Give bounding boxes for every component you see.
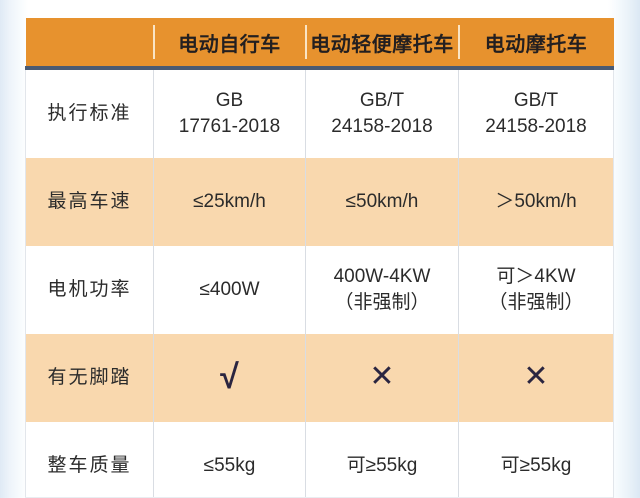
cell-max-speed-moped: ≤50km/h [305,158,459,246]
cell-main-text: GB/T [359,90,405,112]
cell-max-speed-motorcycle: ＞50km/h [458,158,614,246]
cell-motor-power-motorcycle: 可＞4KW （非强制） [458,246,614,334]
cell-main-text: GB [215,90,244,112]
table-row: 最高车速 ≤25km/h ≤50km/h ＞50km/h [25,158,614,246]
table-row: 电机功率 ≤400W 400W-4KW （非强制） 可＞4KW （非强制） [25,246,614,334]
row-label-vehicle-weight: 整车质量 [25,422,154,498]
table-header-row: 电动自行车 电动轻便摩托车 电动摩托车 [25,18,614,70]
cell-main-text: 可≥55kg [500,455,572,477]
cell-sub-text: （非强制） [334,292,430,313]
row-label-motor-power: 电机功率 [25,246,154,334]
cross-mark-icon: ✕ [369,360,395,394]
cell-has-pedals-motorcycle: ✕ [458,334,614,422]
cell-motor-power-bicycle: ≤400W [153,246,306,334]
column-header-electric-moped: 电动轻便摩托车 [304,18,459,70]
cell-execution-standard-moped: GB/T 24158-2018 [305,68,459,158]
cell-sub-text: 24158-2018 [485,116,587,137]
cell-main-text: ≤25km/h [193,191,266,213]
cell-vehicle-weight-bicycle: ≤55kg [153,422,306,498]
cell-execution-standard-motorcycle: GB/T 24158-2018 [458,68,614,158]
row-label-execution-standard: 执行标准 [25,68,154,158]
column-header-electric-bicycle: 电动自行车 [152,18,306,70]
table-body: 执行标准 GB 17761-2018 GB/T 24158-2018 GB/T … [25,68,614,498]
table-row: 有无脚踏 √ ✕ ✕ [25,334,614,422]
vehicle-comparison-table: 电动自行车 电动轻便摩托车 电动摩托车 执行标准 GB 17761-2018 G… [25,18,614,498]
table-row: 执行标准 GB 17761-2018 GB/T 24158-2018 GB/T … [25,68,614,158]
cell-sub-text: 24158-2018 [331,116,433,137]
cell-motor-power-moped: 400W-4KW （非强制） [305,246,459,334]
cell-main-text: ≤50km/h [345,191,419,213]
cell-main-text: 可≥55kg [346,455,418,477]
table-header: 电动自行车 电动轻便摩托车 电动摩托车 [25,18,614,70]
cell-main-text: ＞50km/h [495,191,577,213]
cell-execution-standard-bicycle: GB 17761-2018 [153,68,306,158]
row-label-has-pedals: 有无脚踏 [25,334,154,422]
cross-mark-icon: ✕ [523,360,549,394]
cell-vehicle-weight-moped: 可≥55kg [305,422,459,498]
cell-sub-text: （非强制） [488,292,584,313]
cell-main-text: 可＞4KW [496,266,576,288]
cell-main-text: ≤55kg [203,455,256,477]
cell-vehicle-weight-motorcycle: 可≥55kg [458,422,614,498]
cell-has-pedals-bicycle: √ [153,334,306,422]
row-label-max-speed: 最高车速 [25,158,154,246]
cell-main-text: GB/T [513,90,559,112]
cell-main-text: ≤400W [199,279,260,301]
cell-sub-text: 17761-2018 [178,116,281,137]
cell-has-pedals-moped: ✕ [305,334,459,422]
cell-max-speed-bicycle: ≤25km/h [153,158,306,246]
table-header-corner [25,18,154,70]
table-row: 整车质量 ≤55kg 可≥55kg 可≥55kg [25,422,614,498]
column-header-electric-motorcycle: 电动摩托车 [457,18,614,70]
check-mark-icon: √ [220,358,239,397]
cell-main-text: 400W-4KW [333,266,431,288]
